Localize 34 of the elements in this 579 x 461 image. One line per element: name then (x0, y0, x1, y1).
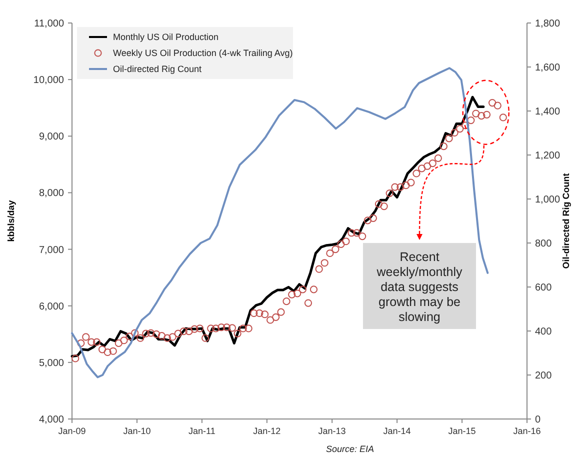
y-tick-label: 7,000 (38, 244, 64, 256)
y-tick-label: 11,000 (34, 18, 64, 30)
y2-tick-label: 1,600 (535, 62, 560, 74)
y-tick-label: 5,000 (38, 358, 64, 369)
x-tick-label: Jan-15 (448, 426, 476, 436)
y2-tick-label: 1,200 (535, 150, 560, 162)
y-tick-label: 8,000 (38, 188, 64, 200)
y2-tick-label: 600 (535, 282, 552, 294)
x-tick-label: Jan-09 (58, 426, 86, 436)
x-tick-label: Jan-10 (123, 426, 151, 436)
legend-label: Oil-directed Rig Count (113, 64, 202, 74)
y-tick-label: 4,000 (38, 414, 64, 426)
y-tick-label: 10,000 (33, 75, 64, 86)
annotation: Recent weekly/monthly data suggests growth may be slowing (376, 250, 463, 324)
x-tick-label: Jan-13 (318, 426, 346, 436)
y-axis-title: kbbls/day (6, 200, 16, 242)
y-tick-label: 9,000 (38, 132, 64, 143)
x-tick-label: Jan-14 (383, 426, 411, 436)
y2-tick-label: 800 (535, 238, 552, 250)
x-tick-label: Jan-11 (188, 426, 216, 436)
y-tick-label: 6,000 (38, 301, 64, 312)
y2-tick-label: 1,400 (535, 106, 560, 118)
y2-tick-label: 400 (535, 326, 552, 338)
y2-tick-label: 200 (535, 370, 552, 382)
y2-axis-title: Oil-directed Rig Count (561, 173, 571, 269)
y2-tick-label: 0 (535, 414, 541, 426)
y2-tick-label: 1,000 (535, 194, 560, 206)
legend-label: Weekly US Oil Production (4-wk Trailing Avg) (113, 48, 293, 58)
line-series (71, 67, 489, 378)
legend-label: Monthly US Oil Production (113, 32, 219, 42)
y2-tick-label: 1,800 (535, 18, 560, 30)
x-tick-label: Jan-12 (253, 426, 281, 436)
source-note: Source: EIA (326, 444, 374, 454)
x-tick-label: Jan-16 (513, 426, 541, 436)
